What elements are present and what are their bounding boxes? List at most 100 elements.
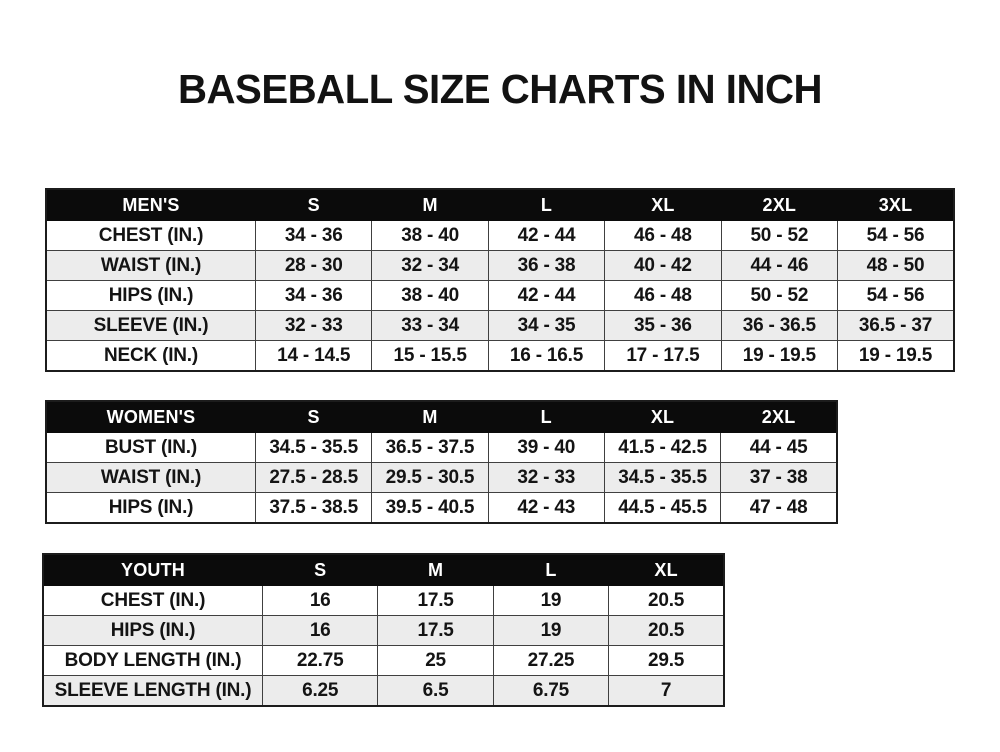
- table-row: SLEEVE LENGTH (IN.) 6.25 6.5 6.75 7: [42, 675, 725, 707]
- size-value-cell: 19 - 19.5: [837, 340, 955, 372]
- header-row: WOMEN'S S M L XL 2XL: [45, 400, 838, 433]
- table-row: BUST (IN.) 34.5 - 35.5 36.5 - 37.5 39 - 40 4…: [45, 432, 838, 463]
- row-label: BODY LENGTH (IN.): [42, 645, 263, 676]
- size-value-cell: 34 - 35: [487, 310, 606, 341]
- mens-size-table-section: MEN'S S M L XL 2XL 3XL CHEST (IN.) 34 - 36 38 - 4…: [45, 188, 955, 372]
- size-column-header: M: [371, 188, 489, 221]
- size-value-cell: 44 - 46: [720, 250, 839, 281]
- size-column-header: 3XL: [837, 188, 955, 221]
- size-value-cell: 44.5 - 45.5: [603, 492, 722, 524]
- size-value-cell: 34 - 36: [254, 220, 373, 251]
- size-value-cell: 27.25: [492, 645, 610, 676]
- size-value-cell: 47 - 48: [720, 492, 838, 524]
- row-label: BUST (IN.): [45, 432, 256, 463]
- row-label: HIPS (IN.): [45, 280, 256, 311]
- size-value-cell: 34 - 36: [254, 280, 373, 311]
- womens-size-table-section: WOMEN'S S M L XL 2XL BUST (IN.) 34.5 - 35.5 36.5…: [45, 400, 838, 524]
- size-value-cell: 37.5 - 38.5: [254, 492, 373, 524]
- youth-size-table-section: YOUTH S M L XL CHEST (IN.) 16 17.5 19 20.5 HIPS (I…: [42, 553, 725, 707]
- row-label: CHEST (IN.): [45, 220, 256, 251]
- size-value-cell: 42 - 44: [487, 220, 606, 251]
- size-value-cell: 42 - 43: [487, 492, 605, 524]
- size-value-cell: 34.5 - 35.5: [603, 462, 722, 493]
- size-value-cell: 38 - 40: [371, 280, 489, 311]
- size-value-cell: 6.25: [261, 675, 379, 707]
- size-value-cell: 17.5: [377, 585, 494, 616]
- row-label: HIPS (IN.): [45, 492, 256, 524]
- size-value-cell: 39.5 - 40.5: [371, 492, 489, 524]
- size-column-header: XL: [603, 400, 722, 433]
- table-row: CHEST (IN.) 16 17.5 19 20.5: [42, 585, 725, 616]
- row-label: SLEEVE LENGTH (IN.): [42, 675, 263, 707]
- size-value-cell: 14 - 14.5: [254, 340, 373, 372]
- size-column-header: S: [254, 188, 373, 221]
- size-value-cell: 50 - 52: [720, 220, 839, 251]
- size-value-cell: 35 - 36: [604, 310, 722, 341]
- size-value-cell: 6.75: [492, 675, 610, 707]
- table-row: CHEST (IN.) 34 - 36 38 - 40 42 - 44 46 - 48 5…: [45, 220, 955, 251]
- group-label-header: YOUTH: [42, 553, 263, 586]
- page-title: BASEBALL SIZE CHARTS IN INCH: [177, 66, 823, 112]
- table-row: WAIST (IN.) 28 - 30 32 - 34 36 - 38 40 - 42 4…: [45, 250, 955, 281]
- size-column-header: 2XL: [720, 188, 839, 221]
- row-label: NECK (IN.): [45, 340, 256, 372]
- size-value-cell: 29.5: [608, 645, 725, 676]
- size-column-header: M: [377, 553, 494, 586]
- size-value-cell: 16: [261, 585, 379, 616]
- size-value-cell: 25: [377, 645, 494, 676]
- table-row: NECK (IN.) 14 - 14.5 15 - 15.5 16 - 16.5 17 …: [45, 340, 955, 372]
- size-value-cell: 44 - 45: [720, 432, 838, 463]
- size-value-cell: 28 - 30: [254, 250, 373, 281]
- size-value-cell: 37 - 38: [720, 462, 838, 493]
- youth-size-table: YOUTH S M L XL CHEST (IN.) 16 17.5 19 20.5 HIPS (I…: [42, 553, 725, 707]
- table-row: WAIST (IN.) 27.5 - 28.5 29.5 - 30.5 32 - 33…: [45, 462, 838, 493]
- size-value-cell: 32 - 33: [254, 310, 373, 341]
- row-label: CHEST (IN.): [42, 585, 263, 616]
- size-value-cell: 36.5 - 37.5: [371, 432, 489, 463]
- size-value-cell: 36 - 38: [487, 250, 606, 281]
- size-value-cell: 54 - 56: [837, 220, 955, 251]
- size-value-cell: 36 - 36.5: [720, 310, 839, 341]
- row-label: SLEEVE (IN.): [45, 310, 256, 341]
- size-value-cell: 33 - 34: [371, 310, 489, 341]
- header-row: MEN'S S M L XL 2XL 3XL: [45, 188, 955, 221]
- size-column-header: XL: [608, 553, 725, 586]
- size-value-cell: 17.5: [377, 615, 494, 646]
- size-value-cell: 32 - 34: [371, 250, 489, 281]
- size-column-header: 2XL: [720, 400, 838, 433]
- size-value-cell: 42 - 44: [487, 280, 606, 311]
- size-column-header: L: [487, 188, 606, 221]
- size-value-cell: 27.5 - 28.5: [254, 462, 373, 493]
- size-value-cell: 50 - 52: [720, 280, 839, 311]
- size-value-cell: 48 - 50: [837, 250, 955, 281]
- size-value-cell: 38 - 40: [371, 220, 489, 251]
- size-column-header: M: [371, 400, 489, 433]
- size-value-cell: 34.5 - 35.5: [254, 432, 373, 463]
- size-value-cell: 16: [261, 615, 379, 646]
- size-value-cell: 7: [608, 675, 725, 707]
- size-value-cell: 20.5: [608, 615, 725, 646]
- size-value-cell: 15 - 15.5: [371, 340, 489, 372]
- size-value-cell: 39 - 40: [487, 432, 605, 463]
- group-label-header: WOMEN'S: [45, 400, 256, 433]
- size-value-cell: 22.75: [261, 645, 379, 676]
- row-label: WAIST (IN.): [45, 462, 256, 493]
- size-value-cell: 46 - 48: [604, 280, 722, 311]
- row-label: HIPS (IN.): [42, 615, 263, 646]
- table-row: SLEEVE (IN.) 32 - 33 33 - 34 34 - 35 35 - 36…: [45, 310, 955, 341]
- size-value-cell: 40 - 42: [604, 250, 722, 281]
- size-column-header: S: [254, 400, 373, 433]
- size-value-cell: 19 - 19.5: [720, 340, 839, 372]
- size-value-cell: 17 - 17.5: [604, 340, 722, 372]
- size-value-cell: 19: [492, 615, 610, 646]
- size-value-cell: 32 - 33: [487, 462, 605, 493]
- size-value-cell: 54 - 56: [837, 280, 955, 311]
- size-column-header: L: [492, 553, 610, 586]
- row-label: WAIST (IN.): [45, 250, 256, 281]
- size-value-cell: 20.5: [608, 585, 725, 616]
- table-row: HIPS (IN.) 34 - 36 38 - 40 42 - 44 46 - 48 50…: [45, 280, 955, 311]
- size-column-header: S: [261, 553, 379, 586]
- size-value-cell: 41.5 - 42.5: [603, 432, 722, 463]
- size-column-header: XL: [604, 188, 722, 221]
